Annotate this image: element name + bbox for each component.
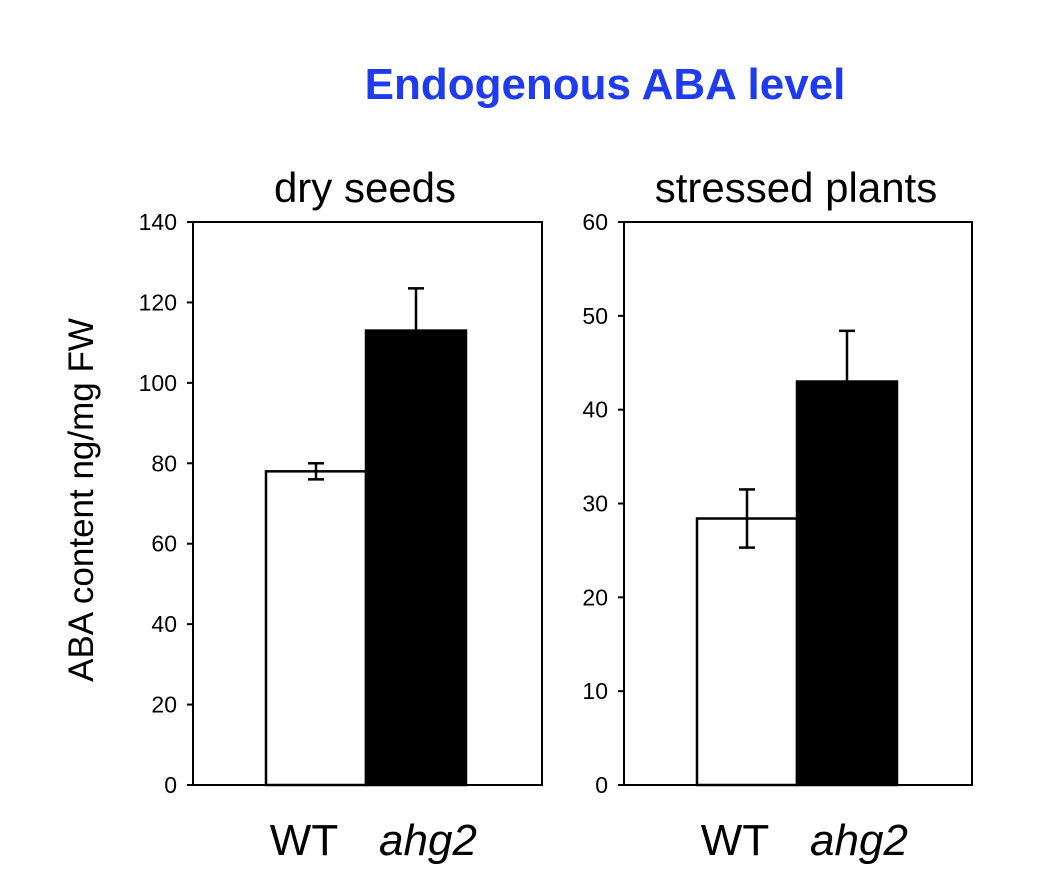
y-tick-label: 100: [139, 370, 177, 396]
bar-WT: [264, 470, 368, 787]
x-tick-label: ahg2: [379, 816, 477, 865]
error-bar-ahg2: [839, 329, 855, 382]
y-tick-label: 30: [582, 491, 608, 517]
panel-title: stressed plants: [655, 164, 937, 211]
y-tick-label: 40: [582, 397, 608, 423]
panel-title: dry seeds: [274, 164, 456, 211]
y-tick-label: 80: [151, 450, 177, 476]
y-tick-label: 40: [151, 611, 177, 637]
bar-ahg2: [364, 329, 468, 787]
x-tick-label: WT: [270, 816, 338, 865]
bar-WT: [695, 517, 799, 787]
bar-ahg2: [795, 380, 899, 787]
error-bar-ahg2: [408, 287, 424, 331]
x-tick-label: WT: [701, 816, 769, 865]
y-tick-label: 0: [595, 772, 608, 798]
y-tick-label: 20: [582, 584, 608, 610]
error-bar-WT: [739, 488, 755, 549]
y-tick-label: 20: [151, 692, 177, 718]
y-tick-label: 60: [151, 531, 177, 557]
x-tick-label: ahg2: [810, 816, 908, 865]
y-tick-label: 0: [164, 772, 177, 798]
y-tick-label: 120: [139, 289, 177, 315]
chart-panel-1: dry seeds 0 20 40 60 80 100 120 140 WT ahg2: [139, 164, 543, 865]
y-tick-label: 60: [582, 209, 608, 235]
figure-title: Endogenous ABA level: [364, 60, 846, 109]
chart-panel-2: stressed plants 0 10 20 30 40 50 60 WT ahg2: [582, 164, 973, 865]
plot-frame: [192, 221, 543, 786]
y-tick-label: 140: [139, 209, 177, 235]
error-bar-WT: [308, 462, 324, 481]
y-tick-label: 50: [582, 303, 608, 329]
y-tick-label: 10: [582, 678, 608, 704]
